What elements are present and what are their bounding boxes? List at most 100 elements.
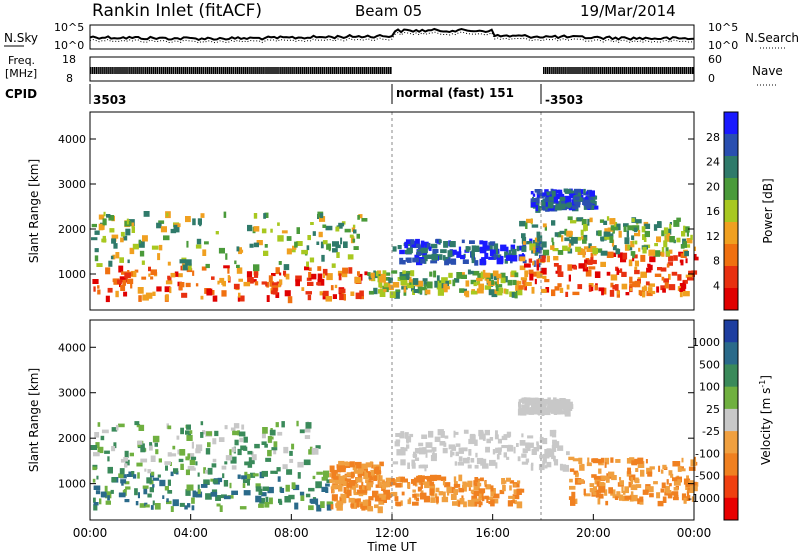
echo-cell [375,484,383,488]
echo-cell [692,485,698,492]
echo-cell [258,488,263,495]
echo-cell [120,231,125,237]
echo-cell [476,457,484,465]
echo-cell [94,248,99,253]
echo-cell [561,200,566,207]
echo-cell [432,451,435,455]
echo-cell [395,433,401,437]
echo-cell [296,241,303,246]
echo-cell [544,279,550,283]
freq-sample [102,67,104,74]
echo-cell [542,405,547,413]
freq-unit-label: [MHz] [5,67,37,80]
cpid-segment-3: -3503 [545,93,583,107]
echo-cell [140,458,148,463]
freq-sample [639,67,642,74]
echo-cell [400,276,407,280]
echo-cell [186,424,191,430]
echo-cell [560,203,567,207]
freq-sample [110,67,112,74]
echo-cell [377,270,382,277]
echo-cell [239,437,244,443]
freq-sample [235,67,237,74]
echo-cell [308,505,314,511]
echo-cell [484,272,491,278]
echo-cell [477,482,482,487]
echo-cell [443,491,446,498]
freq-sample [220,67,223,74]
echo-cell [529,273,534,281]
echo-cell [482,463,489,469]
echo-cell [568,456,575,461]
echo-cell [468,438,475,445]
echo-cell [470,433,475,437]
freq-sample [281,67,283,74]
echo-cell [582,237,587,244]
echo-cell [630,491,634,495]
echo-cell [205,493,212,500]
echo-cell [200,432,204,438]
echo-cell [238,278,243,282]
echo-cell [453,483,461,488]
echo-cell [322,268,328,276]
echo-cell [623,223,629,227]
echo-cell [191,505,195,511]
echo-cell [98,223,104,231]
echo-cell [441,496,449,503]
echo-cell [92,279,99,284]
echo-cell [519,265,526,271]
echo-cell [517,408,522,416]
freq-sample [577,67,579,74]
freq-sample [633,67,636,74]
freq-sample [637,67,640,74]
echo-cell [507,444,512,448]
echo-cell [500,276,506,284]
echo-cell [342,267,348,274]
echo-cell [620,256,627,263]
freq-sample [597,67,599,74]
echo-cell [376,466,380,473]
echo-cell [604,457,610,465]
echo-cell [348,267,353,274]
colorbar-swatch [724,453,738,477]
echo-cell [480,501,483,506]
freq-sample [313,67,316,74]
freq-sample [353,67,356,74]
echo-cell [207,442,211,448]
echo-cell [528,258,533,263]
echo-cell [454,278,460,283]
echo-cell [567,216,573,221]
echo-cell [124,463,128,468]
echo-cell [540,255,546,263]
echo-cell [96,475,99,480]
echo-cell [285,273,290,280]
freq-sample [158,67,161,74]
echo-cell [523,280,527,288]
freq-sample [150,67,152,74]
echo-cell [428,430,434,438]
echo-cell [495,284,499,292]
echo-cell [385,492,392,498]
echo-cell [169,453,177,457]
echo-cell [219,277,225,283]
echo-cell [562,245,568,251]
echo-cell [124,481,130,485]
echo-cell [637,498,640,505]
echo-cell [495,284,503,288]
colorbar-swatch [724,156,738,179]
echo-cell [647,486,654,493]
echo-cell [111,477,117,483]
cpid-segment-2: normal (fast) 151 [396,86,514,100]
freq-sample [669,67,672,74]
echo-cell [419,464,426,469]
echo-cell [207,467,213,475]
echo-cell [586,195,593,200]
echo-cell [141,260,145,265]
echo-cell [126,278,134,284]
y-tick-label: 3000 [58,178,86,191]
echo-cell [590,259,597,265]
echo-cell [111,238,116,244]
echo-cell [484,252,489,259]
freq-sample [291,67,293,74]
echo-cell [412,454,418,458]
